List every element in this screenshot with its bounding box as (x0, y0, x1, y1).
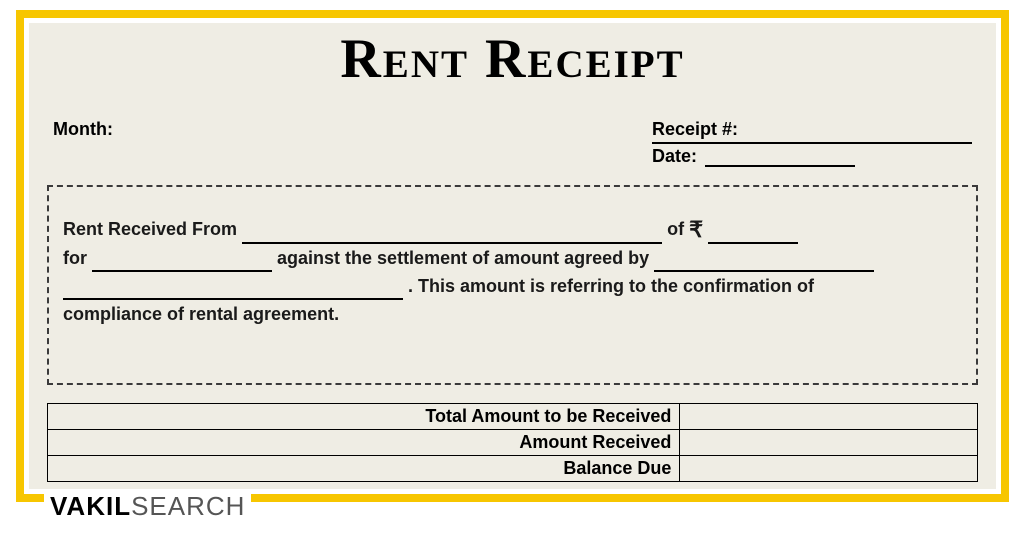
receipt-number-label: Receipt #: (652, 119, 738, 140)
yellow-frame: Rent Receipt Month: Receipt #: Date: Ren… (16, 10, 1009, 502)
totals-table: Total Amount to be Received Amount Recei… (47, 403, 978, 482)
totals-section: Total Amount to be Received Amount Recei… (47, 403, 978, 482)
brand-part1: VAKIL (50, 491, 131, 521)
blank-tenant-name[interactable] (242, 226, 662, 244)
table-row: Total Amount to be Received (48, 404, 978, 430)
blank-continuation[interactable] (63, 282, 403, 300)
header-row: Month: Receipt #: Date: (47, 119, 978, 167)
table-row: Amount Received (48, 430, 978, 456)
rupee-icon: ₹ (689, 217, 703, 242)
balance-due-value[interactable] (680, 456, 978, 482)
date-label: Date: (652, 146, 697, 167)
total-amount-value[interactable] (680, 404, 978, 430)
body-of: of (667, 219, 684, 239)
table-row: Balance Due (48, 456, 978, 482)
body-dashed-box: Rent Received From of ₹ for against the … (47, 185, 978, 385)
date-row: Date: (652, 146, 972, 167)
amount-received-label: Amount Received (48, 430, 680, 456)
blank-agreed-by[interactable] (654, 254, 874, 272)
body-against: against the settlement of amount agreed … (277, 248, 649, 268)
body-text: Rent Received From of ₹ for against the … (63, 215, 962, 328)
brand-watermark: VAKILSEARCH (44, 489, 251, 524)
blank-for[interactable] (92, 254, 272, 272)
balance-due-label: Balance Due (48, 456, 680, 482)
header-right: Receipt #: Date: (652, 119, 972, 167)
receipt-title: Rent Receipt (47, 23, 978, 91)
body-compliance: compliance of rental agreement. (63, 304, 339, 324)
brand-part2: SEARCH (131, 491, 245, 521)
receipt-paper: Rent Receipt Month: Receipt #: Date: Ren… (29, 23, 996, 489)
receipt-number-row: Receipt #: (652, 119, 972, 144)
body-for: for (63, 248, 87, 268)
date-blank[interactable] (705, 165, 855, 167)
body-received-from: Rent Received From (63, 219, 237, 239)
blank-amount[interactable] (708, 226, 798, 244)
body-confirmation: . This amount is referring to the confir… (408, 276, 814, 296)
amount-received-value[interactable] (680, 430, 978, 456)
total-amount-label: Total Amount to be Received (48, 404, 680, 430)
month-label: Month: (53, 119, 113, 140)
